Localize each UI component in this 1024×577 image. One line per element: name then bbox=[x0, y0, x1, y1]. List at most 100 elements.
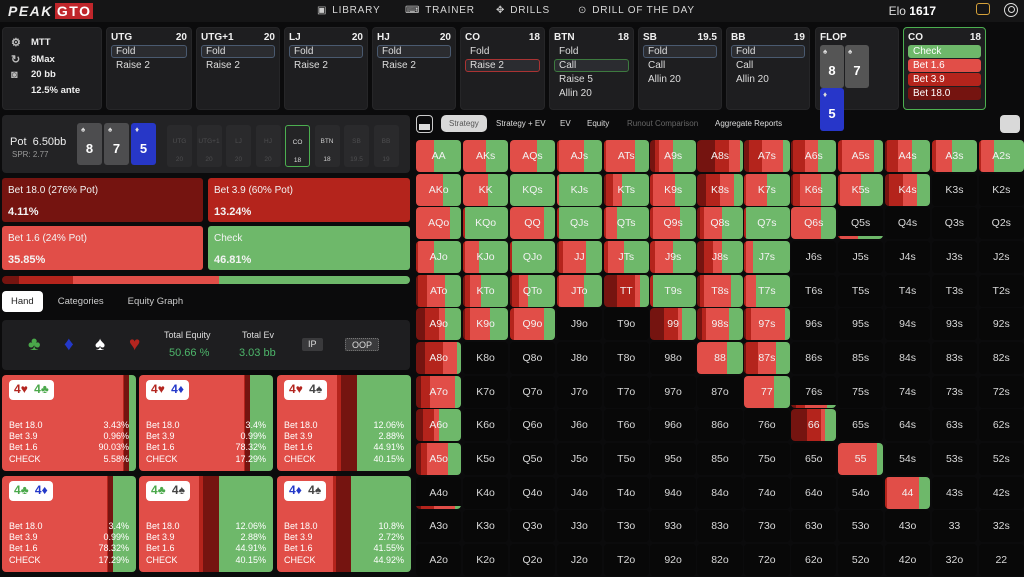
range-cell-62s[interactable]: 62s bbox=[978, 409, 1024, 442]
range-cell-98o[interactable]: 98o bbox=[650, 341, 696, 375]
seat-hj[interactable]: HJ 20 bbox=[255, 125, 281, 167]
range-cell-T7s[interactable]: T7s bbox=[744, 274, 790, 307]
range-cell-K4o[interactable]: K4o bbox=[462, 476, 509, 509]
range-cell-74o[interactable]: 74o bbox=[744, 476, 790, 509]
range-cell-76s[interactable]: 76s bbox=[791, 375, 837, 408]
range-cell-43s[interactable]: 43s bbox=[931, 476, 978, 509]
tab-equity-graph[interactable]: Equity Graph bbox=[127, 296, 184, 307]
option-bet-18[interactable]: Bet 18.0 bbox=[908, 87, 981, 100]
range-cell-T2o[interactable]: T2o bbox=[603, 543, 649, 576]
seat-utgplus1[interactable]: UTG+1 20 bbox=[196, 125, 222, 167]
range-cell-73s[interactable]: 73s bbox=[931, 375, 978, 408]
range-cell-82s[interactable]: 82s bbox=[978, 341, 1024, 375]
range-cell-92s[interactable]: 92s bbox=[978, 308, 1024, 341]
range-cell-KJo[interactable]: KJo bbox=[462, 240, 509, 274]
range-cell-75o[interactable]: 75o bbox=[744, 442, 790, 476]
action-option[interactable]: Call bbox=[736, 60, 754, 71]
ip-button[interactable]: IP bbox=[302, 338, 323, 351]
oop-button[interactable]: OOP bbox=[345, 338, 380, 351]
action-option[interactable]: Raise 5 bbox=[559, 74, 593, 85]
range-cell-K5s[interactable]: K5s bbox=[837, 173, 884, 206]
range-cell-A7o[interactable]: A7o bbox=[416, 375, 462, 408]
tab-runout-comparison[interactable]: Runout Comparison bbox=[627, 119, 699, 128]
range-cell-42s[interactable]: 42s bbox=[978, 476, 1024, 509]
range-cell-K6o[interactable]: K6o bbox=[462, 409, 509, 442]
refresh-icon[interactable]: ↻ bbox=[11, 53, 21, 66]
range-cell-64s[interactable]: 64s bbox=[884, 409, 931, 442]
range-cell-53o[interactable]: 53o bbox=[837, 510, 884, 543]
hand-combo-card[interactable]: 4♥ 4♠ Bet 18.0 12.06% Bet 3.9 2.88% Bet 1.6 44… bbox=[277, 375, 411, 471]
action-option[interactable]: Fold bbox=[201, 45, 275, 58]
range-cell-A5o[interactable]: A5o bbox=[416, 442, 462, 476]
range-cell-99[interactable]: 99 bbox=[650, 308, 696, 341]
range-cell-J5o[interactable]: J5o bbox=[556, 442, 603, 476]
gear-icon[interactable]: ⚙ bbox=[11, 37, 21, 50]
range-cell-74s[interactable]: 74s bbox=[884, 375, 931, 408]
range-cell-95o[interactable]: 95o bbox=[650, 442, 696, 476]
hand-combo-card[interactable]: 4♦ 4♠ Bet 18.0 10.8% Bet 3.9 2.72% Bet 1.6 41.… bbox=[277, 476, 411, 572]
range-cell-JTo[interactable]: JTo bbox=[556, 274, 603, 307]
range-cell-93s[interactable]: 93s bbox=[931, 308, 978, 341]
range-cell-83s[interactable]: 83s bbox=[931, 341, 978, 375]
nav-drill-of-the-day[interactable]: ⊙ DRILL OF THE DAY bbox=[578, 5, 695, 16]
range-cell-A6s[interactable]: A6s bbox=[791, 140, 837, 173]
range-cell-QJs[interactable]: QJs bbox=[556, 207, 603, 240]
tab-categories[interactable]: Categories bbox=[57, 296, 104, 307]
range-cell-52s[interactable]: 52s bbox=[978, 442, 1024, 476]
range-cell-AA[interactable]: AA bbox=[416, 140, 462, 173]
range-cell-T3s[interactable]: T3s bbox=[931, 274, 978, 307]
range-cell-96o[interactable]: 96o bbox=[650, 409, 696, 442]
range-cell-T6s[interactable]: T6s bbox=[791, 274, 837, 307]
range-cell-92o[interactable]: 92o bbox=[650, 543, 696, 576]
range-cell-Q6s[interactable]: Q6s bbox=[791, 207, 837, 240]
range-cell-Q6o[interactable]: Q6o bbox=[509, 409, 556, 442]
range-cell-94o[interactable]: 94o bbox=[650, 476, 696, 509]
strategy-check[interactable]: Check 46.81% bbox=[208, 226, 410, 270]
range-cell-A3s[interactable]: A3s bbox=[931, 140, 978, 173]
range-cell-K3s[interactable]: K3s bbox=[931, 173, 978, 206]
range-cell-AJs[interactable]: AJs bbox=[556, 140, 603, 173]
range-cell-65o[interactable]: 65o bbox=[791, 442, 837, 476]
action-option[interactable]: Fold bbox=[559, 46, 579, 57]
tab-strategy[interactable]: Strategy bbox=[441, 115, 487, 132]
option-bet-3-9[interactable]: Bet 3.9 bbox=[908, 73, 981, 86]
range-cell-KQo[interactable]: KQo bbox=[462, 207, 509, 240]
range-cell-QJo[interactable]: QJo bbox=[509, 240, 556, 274]
range-cell-Q4o[interactable]: Q4o bbox=[509, 476, 556, 509]
range-cell-Q9o[interactable]: Q9o bbox=[509, 308, 556, 341]
range-cell-KJs[interactable]: KJs bbox=[556, 173, 603, 206]
range-cell-T8s[interactable]: T8s bbox=[697, 274, 743, 307]
range-cell-T5o[interactable]: T5o bbox=[603, 442, 649, 476]
camera-icon[interactable]: ◙ bbox=[11, 68, 18, 81]
range-cell-K6s[interactable]: K6s bbox=[791, 173, 837, 206]
action-option[interactable]: Fold bbox=[470, 46, 490, 57]
range-cell-84o[interactable]: 84o bbox=[697, 476, 743, 509]
range-cell-K7o[interactable]: K7o bbox=[462, 375, 509, 408]
range-cell-Q8o[interactable]: Q8o bbox=[509, 341, 556, 375]
action-option[interactable]: Fold bbox=[289, 45, 363, 58]
range-cell-QTs[interactable]: QTs bbox=[603, 207, 649, 240]
action-option[interactable]: Allin 20 bbox=[736, 74, 769, 85]
range-cell-QTo[interactable]: QTo bbox=[509, 274, 556, 307]
seat-btn[interactable]: BTN 18 bbox=[314, 125, 340, 167]
range-cell-K9s[interactable]: K9s bbox=[650, 173, 696, 206]
flop-card[interactable]: FLOP ♠ 8 ♠ 7 ♦ 5 bbox=[815, 27, 899, 131]
action-option[interactable]: Fold bbox=[731, 45, 805, 58]
range-cell-Q2s[interactable]: Q2s bbox=[978, 207, 1024, 240]
range-cell-Q5s[interactable]: Q5s bbox=[837, 207, 884, 240]
range-cell-87s[interactable]: 87s bbox=[744, 341, 790, 375]
range-cell-T9s[interactable]: T9s bbox=[650, 274, 696, 307]
range-cell-97o[interactable]: 97o bbox=[650, 375, 696, 408]
range-cell-72s[interactable]: 72s bbox=[978, 375, 1024, 408]
range-cell-Q7o[interactable]: Q7o bbox=[509, 375, 556, 408]
range-cell-J8s[interactable]: J8s bbox=[697, 240, 743, 274]
range-cell-Q8s[interactable]: Q8s bbox=[697, 207, 743, 240]
range-cell-A5s[interactable]: A5s bbox=[837, 140, 884, 173]
tab-aggregate-reports[interactable]: Aggregate Reports bbox=[715, 119, 783, 128]
hand-combo-card[interactable]: 4♥ 4♦ Bet 18.0 3.4% Bet 3.9 0.99% Bet 1.6 78.3… bbox=[139, 375, 273, 471]
action-option[interactable]: Raise 2 bbox=[294, 60, 328, 71]
range-cell-TT[interactable]: TT bbox=[603, 274, 649, 307]
range-cell-43o[interactable]: 43o bbox=[884, 510, 931, 543]
range-cell-83o[interactable]: 83o bbox=[697, 510, 743, 543]
range-cell-Q4s[interactable]: Q4s bbox=[884, 207, 931, 240]
